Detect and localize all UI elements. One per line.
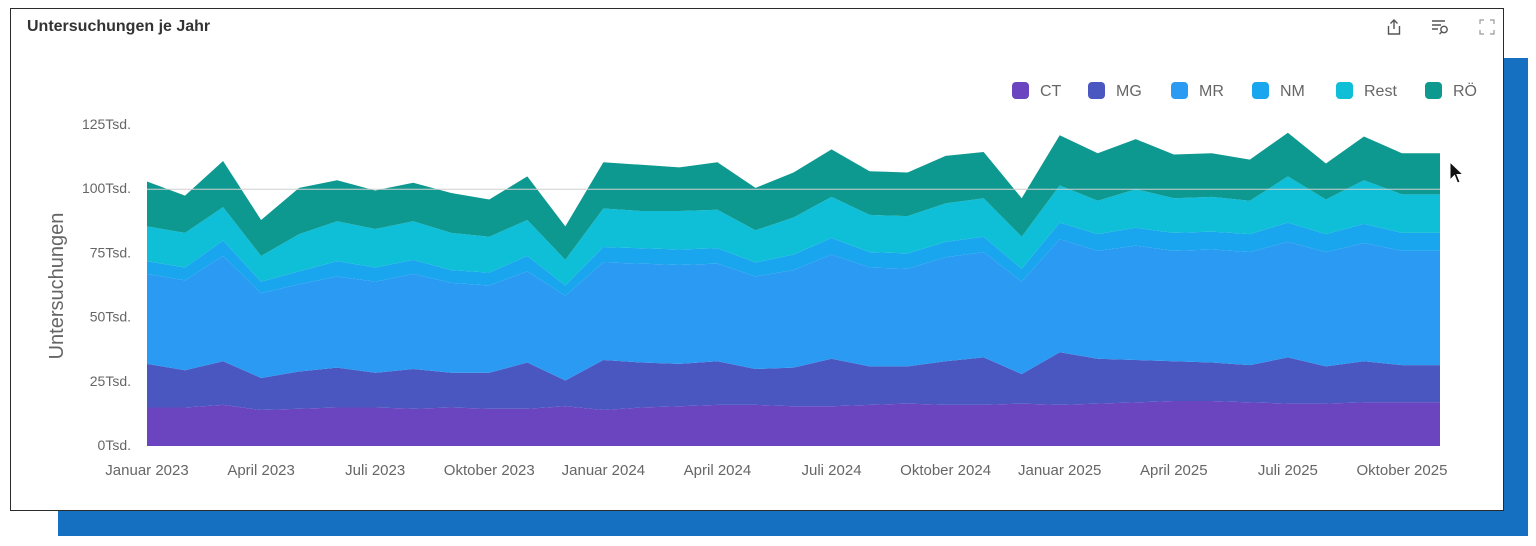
legend-swatch: [1171, 82, 1188, 99]
area-rö[interactable]: [147, 132, 1440, 260]
y-axis-label: Untersuchungen: [46, 213, 68, 360]
x-tick-label: April 2024: [684, 462, 752, 479]
filter-search-button[interactable]: [1430, 17, 1450, 37]
x-tick-label: Juli 2025: [1258, 462, 1318, 479]
y-tick-label: 75Tsd.: [90, 244, 131, 260]
y-tick-label: 0Tsd.: [98, 437, 131, 453]
legend-label: Rest: [1364, 83, 1397, 100]
legend-item-mr[interactable]: MR: [1171, 82, 1224, 100]
area-rest[interactable]: [147, 176, 1440, 286]
x-tick-label: Oktober 2024: [900, 462, 991, 479]
legend-label: MG: [1116, 83, 1142, 100]
expand-button[interactable]: [1477, 17, 1497, 37]
y-tick-label: 50Tsd.: [90, 309, 131, 325]
legend-item-ct[interactable]: CT: [1012, 82, 1062, 100]
legend-label: NM: [1280, 83, 1305, 100]
x-tick-label: Januar 2025: [1018, 462, 1101, 479]
share-button[interactable]: [1384, 17, 1404, 37]
legend-swatch: [1336, 82, 1353, 99]
y-tick-label: 25Tsd.: [90, 373, 131, 389]
y-tick-label: 100Tsd.: [82, 180, 131, 196]
area-mr[interactable]: [147, 239, 1440, 381]
area-mg[interactable]: [147, 352, 1440, 411]
legend-label: MR: [1199, 83, 1224, 100]
legend-swatch: [1252, 82, 1269, 99]
x-tick-label: Januar 2023: [105, 462, 188, 479]
legend-item-rest[interactable]: Rest: [1336, 82, 1397, 100]
chart-title: Untersuchungen je Jahr: [27, 18, 211, 35]
area-ct[interactable]: [147, 401, 1440, 446]
legend-item-mg[interactable]: MG: [1088, 82, 1142, 100]
x-tick-label: Oktober 2023: [444, 462, 535, 479]
legend-swatch: [1425, 82, 1442, 99]
legend-swatch: [1012, 82, 1029, 99]
mouse-cursor-icon: [1449, 161, 1465, 184]
y-tick-label: 125Tsd.: [82, 116, 131, 132]
legend-swatch: [1088, 82, 1105, 99]
legend-item-nm[interactable]: NM: [1252, 82, 1305, 100]
legend-item-rö[interactable]: RÖ: [1425, 82, 1477, 100]
filter-search-icon: [1432, 20, 1448, 35]
legend-label: RÖ: [1453, 82, 1477, 100]
legend-label: CT: [1040, 83, 1062, 100]
x-tick-label: April 2025: [1140, 462, 1208, 479]
area-nm[interactable]: [147, 222, 1440, 296]
expand-icon: [1479, 19, 1495, 35]
share-icon: [1387, 19, 1401, 35]
x-tick-label: April 2023: [227, 462, 295, 479]
x-tick-label: Juli 2023: [345, 462, 405, 479]
x-tick-label: Januar 2024: [562, 462, 645, 479]
x-tick-label: Juli 2024: [802, 462, 862, 479]
x-tick-label: Oktober 2025: [1357, 462, 1448, 479]
